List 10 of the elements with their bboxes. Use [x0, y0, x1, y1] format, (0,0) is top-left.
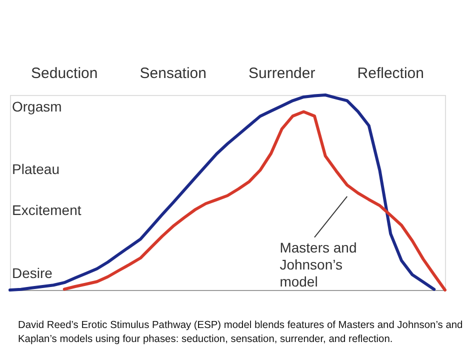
annotation: Orgasm: [12, 98, 62, 114]
annotation: Plateau: [12, 160, 60, 177]
text: Surrender: [248, 65, 316, 82]
text: Sensation: [140, 65, 206, 82]
text: Seduction: [31, 65, 98, 82]
annotation: Excitement: [12, 202, 82, 218]
text: David Reed’s Erotic Stimulus Pathway (ESP) model blends features of Masters and Johnson’s and Kaplan’s models using four phases: seduction, sensation, surrender, and reflection.: [18, 320, 464, 345]
text: Reflection: [357, 65, 424, 82]
annotation: Masters and Johnson’s model: [280, 239, 357, 290]
annotation: Desire: [12, 265, 53, 282]
